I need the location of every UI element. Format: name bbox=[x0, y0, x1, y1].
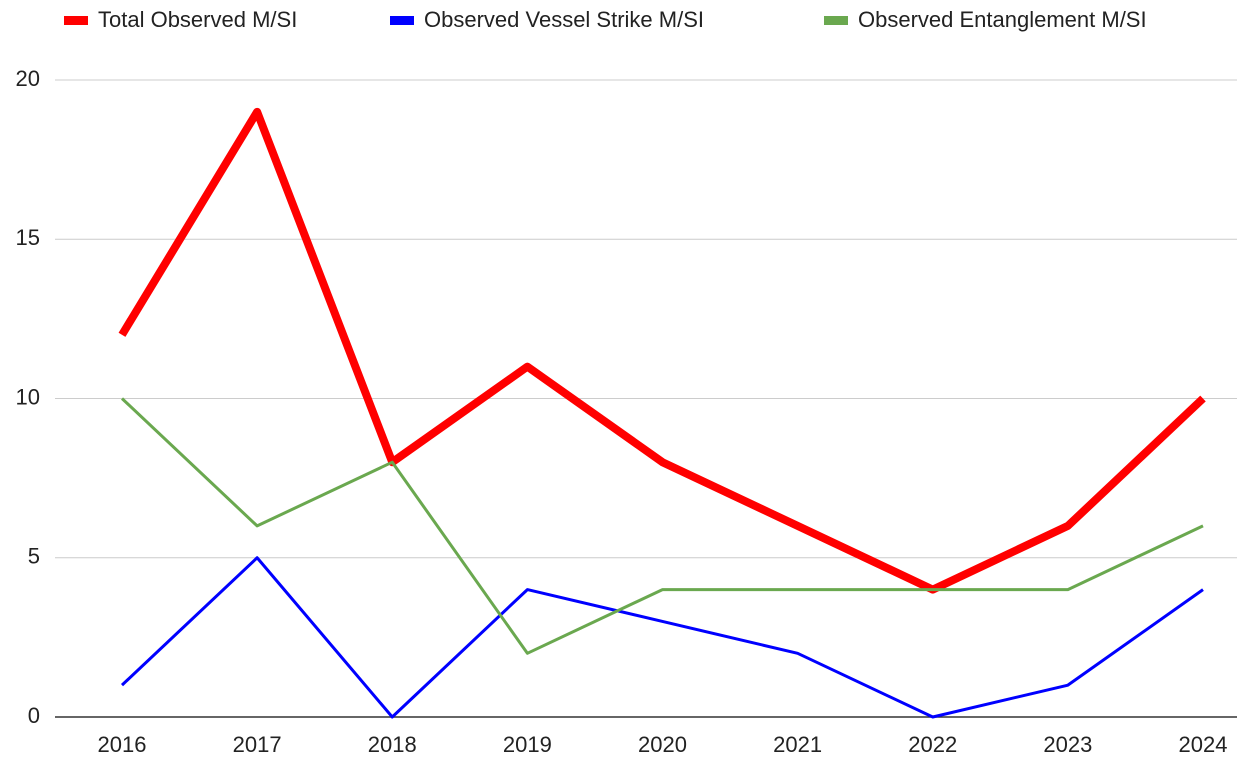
legend-swatch bbox=[824, 16, 848, 25]
x-tick-label: 2019 bbox=[503, 732, 552, 757]
x-tick-label: 2024 bbox=[1179, 732, 1228, 757]
legend-label: Total Observed M/SI bbox=[98, 7, 297, 32]
x-tick-label: 2022 bbox=[908, 732, 957, 757]
x-tick-label: 2017 bbox=[233, 732, 282, 757]
x-tick-label: 2020 bbox=[638, 732, 687, 757]
legend-label: Observed Vessel Strike M/SI bbox=[424, 7, 704, 32]
y-tick-label: 0 bbox=[28, 703, 40, 728]
series-line bbox=[120, 397, 1204, 655]
series-line bbox=[120, 556, 1204, 719]
x-tick-label: 2016 bbox=[98, 732, 147, 757]
x-tick-label: 2023 bbox=[1043, 732, 1092, 757]
y-tick-label: 20 bbox=[16, 66, 40, 91]
y-tick-label: 10 bbox=[16, 384, 40, 409]
y-tick-label: 15 bbox=[16, 225, 40, 250]
y-tick-label: 5 bbox=[28, 544, 40, 569]
x-tick-label: 2018 bbox=[368, 732, 417, 757]
legend-swatch bbox=[64, 16, 88, 25]
legend-label: Observed Entanglement M/SI bbox=[858, 7, 1147, 32]
legend-swatch bbox=[390, 16, 414, 25]
x-tick-label: 2021 bbox=[773, 732, 822, 757]
series-line bbox=[118, 107, 1206, 594]
